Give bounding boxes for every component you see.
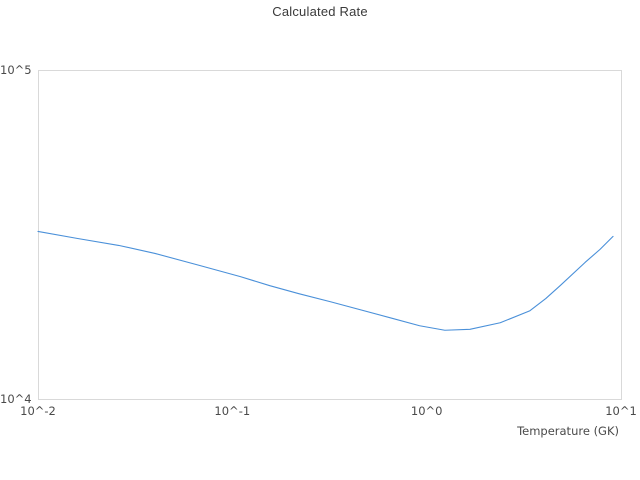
x-axis-title: Temperature (GK) — [517, 424, 619, 438]
y-tick-label: 10^4 — [0, 392, 32, 406]
x-tick-label: 10^1 — [605, 404, 637, 418]
x-tick-label: 10^-1 — [214, 404, 251, 418]
x-tick-label: 10^0 — [410, 404, 443, 418]
x-tick-label: 10^-2 — [20, 404, 56, 418]
plot-area — [38, 70, 622, 400]
y-tick-label: 10^5 — [0, 63, 32, 77]
chart-title: Calculated Rate — [272, 4, 368, 19]
